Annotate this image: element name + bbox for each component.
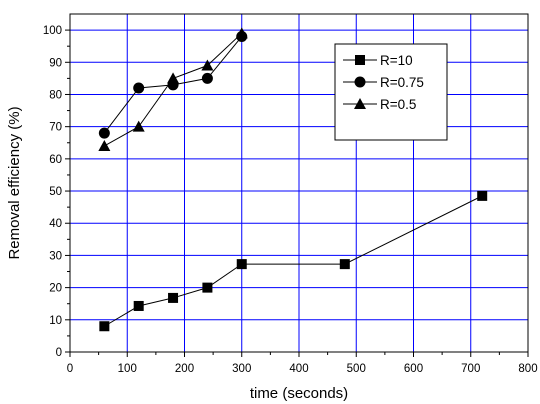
legend-label: R=0.5 [380,97,416,112]
legend-label: R=0.75 [380,75,424,90]
data-point-triangle [132,120,145,132]
x-tick-label: 700 [461,363,480,375]
series-triangle [98,27,248,151]
series-line [104,195,483,327]
legend-label: R=10 [380,53,413,68]
data-point-square [477,190,488,201]
data-point-square [202,282,213,293]
x-tick-label: 100 [118,363,137,375]
data-point-circle [133,82,145,94]
data-point-square [99,321,110,332]
x-axis-title: time (seconds) [250,385,348,402]
y-axis-title: Removal efficiency (%) [6,106,23,259]
x-tick-label: 800 [518,363,537,375]
y-tick-label: 70 [49,122,62,134]
legend-marker-square [355,55,365,65]
y-tick-label: 100 [43,25,62,37]
legend-marker-circle [354,76,366,88]
series-group [98,27,488,332]
y-tick-label: 30 [49,250,62,262]
y-tick-label: 50 [49,186,62,198]
y-tick-label: 20 [49,283,62,295]
data-point-square [168,292,179,303]
x-tick-label: 400 [289,363,308,375]
legend-marker-triangle [354,98,366,109]
data-point-triangle [98,139,111,151]
x-tick-label: 300 [232,363,251,375]
x-tick-label: 500 [347,363,366,375]
data-point-square [339,259,350,270]
data-point-triangle [201,59,214,71]
data-point-square [133,300,144,311]
y-tick-label: 80 [49,89,62,101]
y-tick-label: 40 [49,218,62,230]
legend: R=10 R=0.75 R=0.5 [334,43,448,141]
series-square [99,190,488,332]
x-tick-label: 600 [404,363,423,375]
y-tick-label: 60 [49,154,62,166]
data-point-triangle [167,72,180,84]
x-tick-label: 200 [175,363,194,375]
data-point-circle [201,72,213,84]
x-tick-label: 0 [67,363,73,375]
y-tick-label: 10 [49,315,62,327]
y-tick-label: 90 [49,57,62,69]
data-point-circle [98,127,110,139]
data-point-triangle [235,27,248,39]
axis-ticks: 0 100 200 300 400 500 600 700 800 0 10 20 30 40 50 60 70… [43,25,538,375]
data-point-square [236,259,247,270]
y-tick-label: 0 [56,347,62,359]
series-circle [98,31,248,139]
